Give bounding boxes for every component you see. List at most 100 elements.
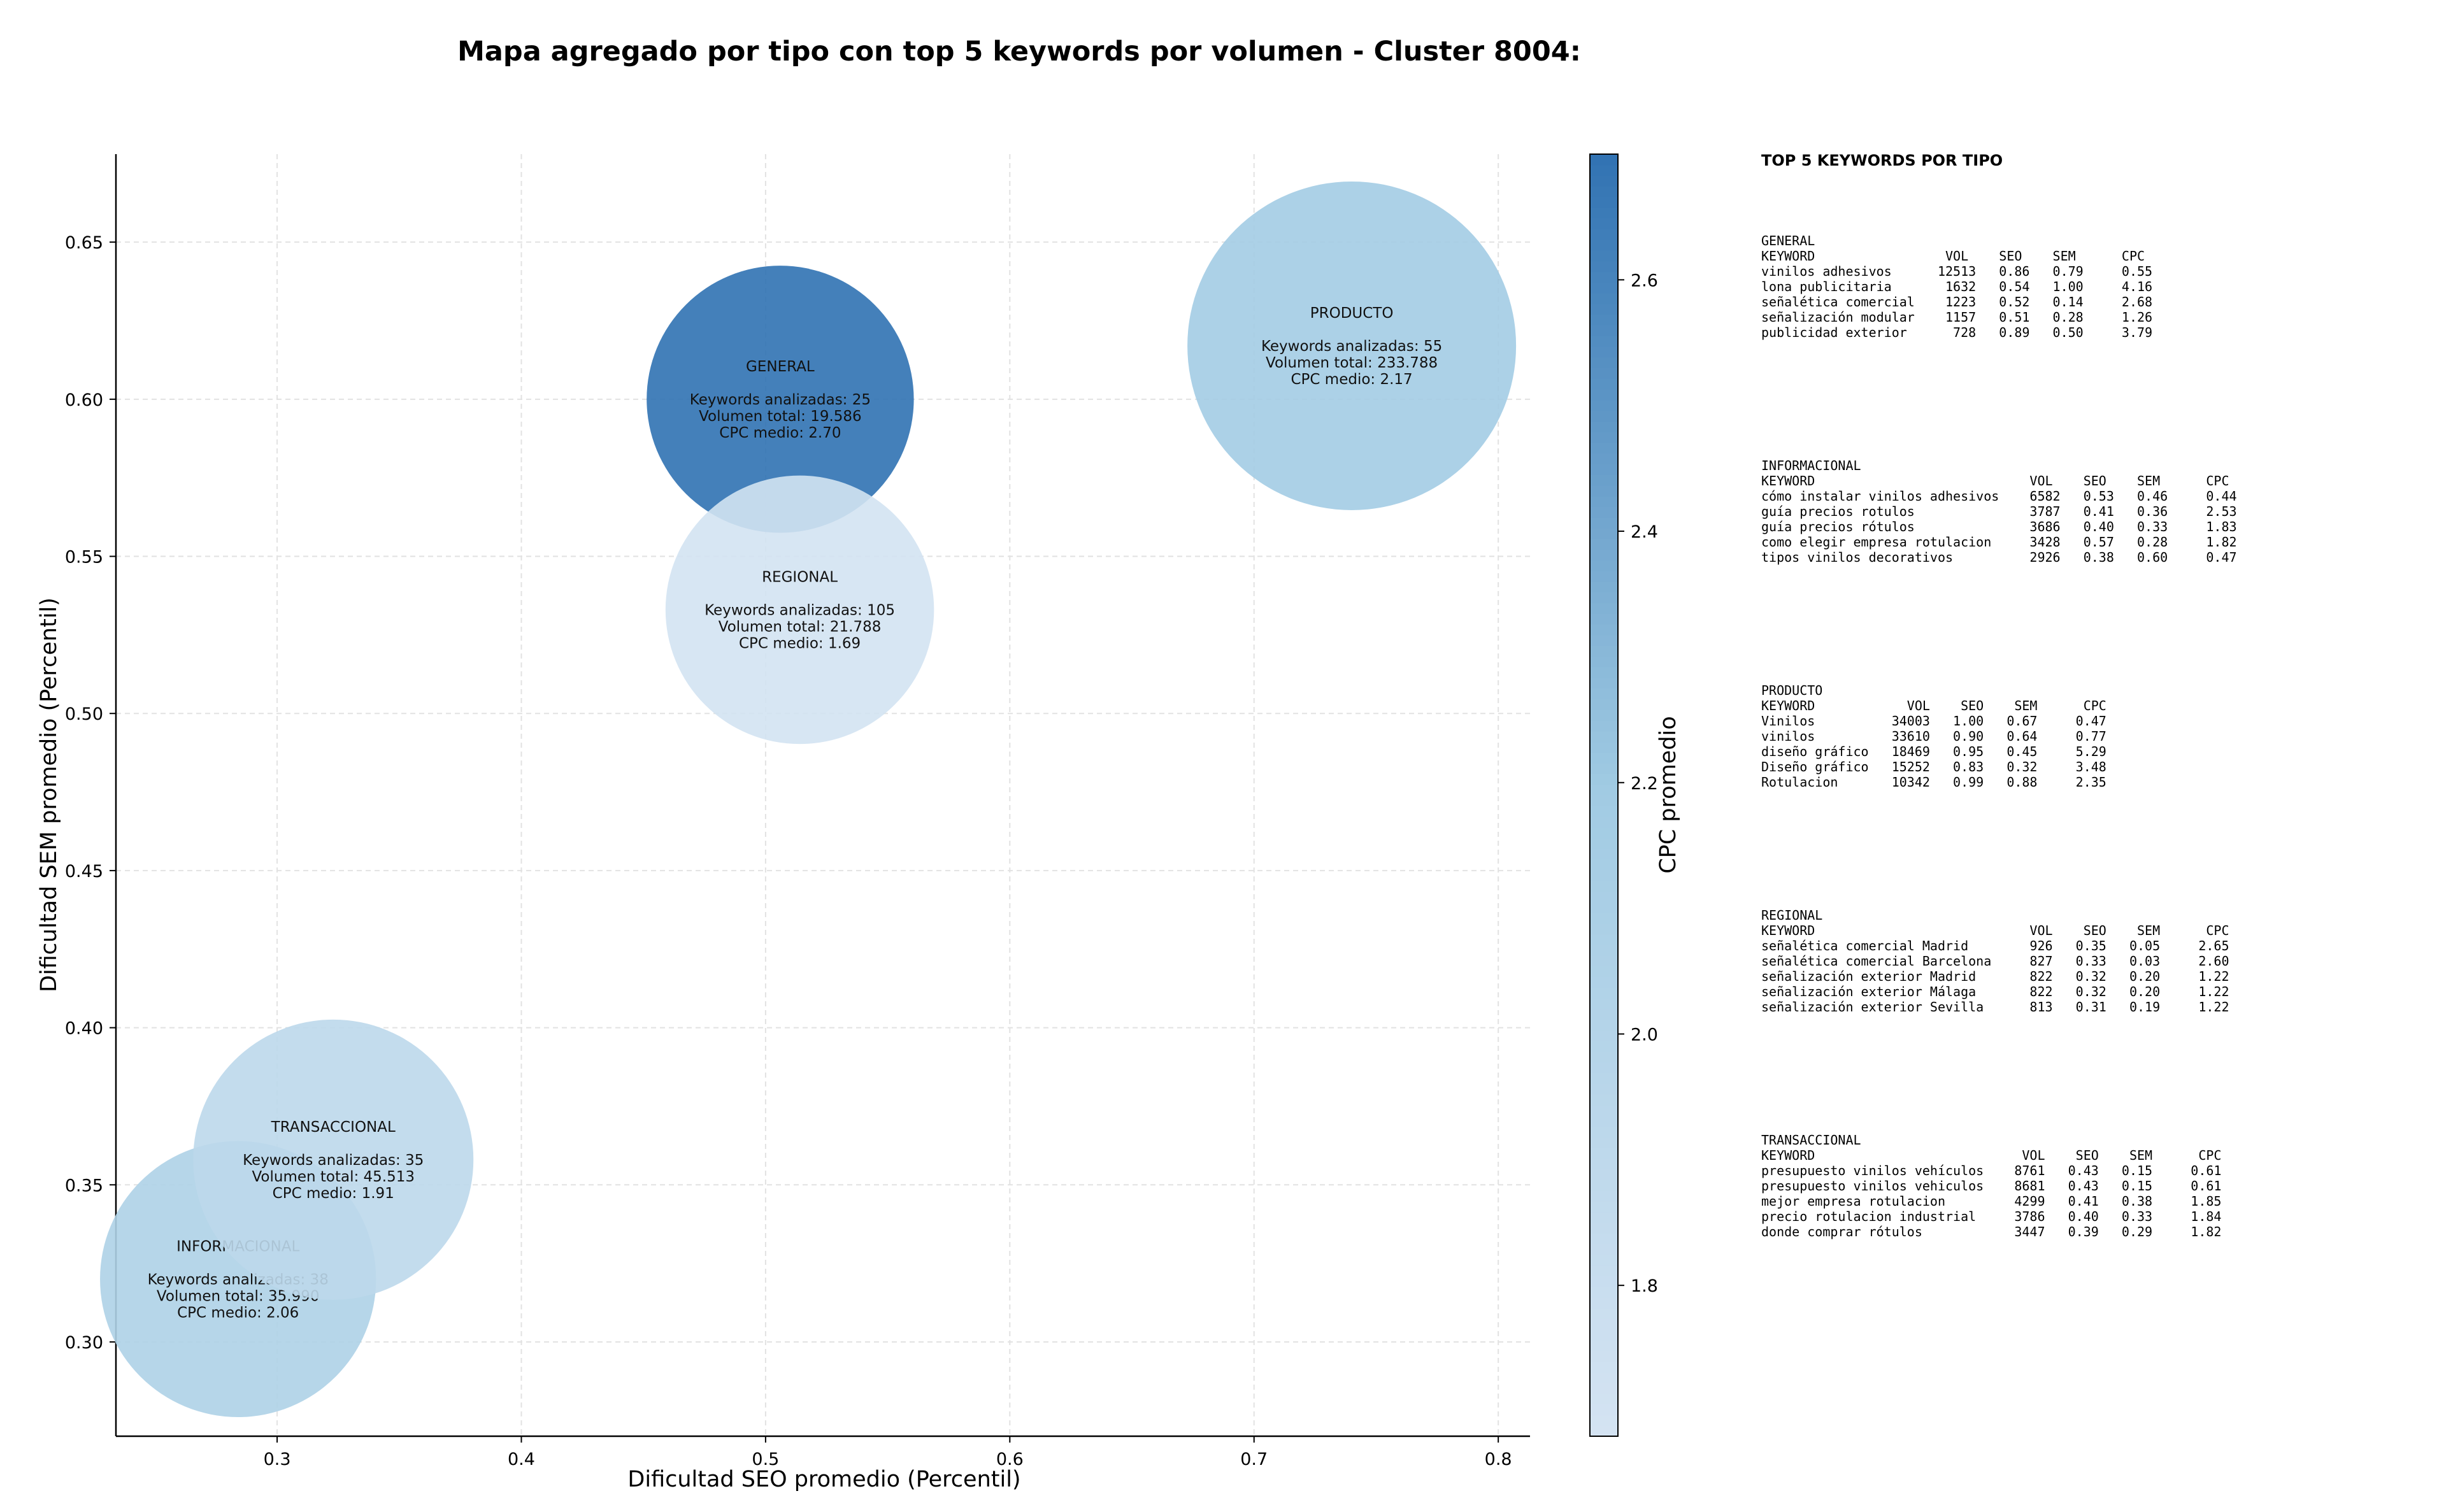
- colorbar-segment: [1590, 336, 1618, 347]
- bubble-label-line: CPC medio: 2.70: [719, 425, 841, 441]
- y-tick-label: 0.30: [65, 1333, 103, 1353]
- colorbar-segment: [1590, 806, 1618, 817]
- colorbar-segment: [1590, 496, 1618, 508]
- bubble-circle-transaccional: [193, 1019, 474, 1300]
- colorbar-segment: [1590, 945, 1618, 956]
- y-axis-label: Dificultad SEM promedio (Percentil): [36, 597, 62, 992]
- colorbar-segment: [1590, 325, 1618, 336]
- bubble-label-line: REGIONAL: [762, 569, 838, 585]
- colorbar-segment: [1590, 1062, 1618, 1074]
- bubble-label-line: TRANSACCIONAL: [271, 1119, 396, 1136]
- colorbar-segment: [1590, 229, 1618, 240]
- y-tick-label: 0.45: [65, 862, 103, 881]
- colorbar-segment: [1590, 1383, 1618, 1394]
- keyword-block-regional: REGIONAL KEYWORD VOL SEO SEM CPC señalét…: [1761, 908, 2430, 1132]
- colorbar-segment: [1590, 1415, 1618, 1426]
- colorbar-segment: [1590, 389, 1618, 401]
- colorbar-segment: [1590, 1254, 1618, 1266]
- colorbar-segment: [1590, 624, 1618, 636]
- colorbar-segment: [1590, 260, 1618, 273]
- bubble-circle-general: [647, 266, 914, 533]
- colorbar-segment: [1590, 1180, 1618, 1191]
- colorbar-segment: [1590, 634, 1618, 646]
- keyword-table-general: GENERAL KEYWORD VOL SEO SEM CPC vinilos …: [1761, 233, 2153, 340]
- x-tick-label: 0.3: [264, 1450, 291, 1469]
- colorbar-segment: [1590, 1393, 1618, 1405]
- colorbar-segment: [1590, 1158, 1618, 1170]
- colorbar-segment: [1590, 410, 1618, 422]
- colorbar-segment: [1590, 955, 1618, 967]
- colorbar-segment: [1590, 1340, 1618, 1352]
- colorbar-segment: [1590, 1041, 1618, 1052]
- colorbar-segment: [1590, 1137, 1618, 1148]
- colorbar-segment: [1590, 175, 1618, 187]
- colorbar-segment: [1590, 239, 1618, 251]
- bubble-label-line: Volumen total: 45.513: [252, 1169, 415, 1185]
- y-tick-label: 0.35: [65, 1176, 103, 1195]
- colorbar-segment: [1590, 784, 1618, 796]
- colorbar-segment: [1590, 314, 1618, 325]
- colorbar-segment: [1590, 581, 1618, 593]
- x-tick-label: 0.8: [1485, 1450, 1512, 1469]
- colorbar-segment: [1590, 880, 1618, 892]
- colorbar-segment: [1590, 442, 1618, 454]
- colorbar-segment: [1590, 303, 1618, 315]
- y-tick-label: 0.60: [65, 390, 103, 410]
- colorbar-frame: [1589, 153, 1619, 1437]
- x-tick-label: 0.6: [996, 1450, 1024, 1469]
- colorbar-segment: [1590, 817, 1618, 828]
- colorbar-segment: [1590, 1404, 1618, 1416]
- colorbar-segment: [1590, 1030, 1618, 1041]
- colorbar: 1.8 2.0 2.2 2.4 2.6: [1589, 153, 1658, 1437]
- colorbar-segment: [1590, 1308, 1618, 1320]
- colorbar-segment: [1590, 378, 1618, 390]
- colorbar-segment: [1590, 474, 1618, 486]
- colorbar-segment: [1590, 549, 1618, 561]
- colorbar-segment: [1590, 1126, 1618, 1138]
- colorbar-segment: [1590, 923, 1618, 935]
- colorbar-segment: [1590, 517, 1618, 529]
- y-tick-label: 0.40: [65, 1019, 103, 1039]
- keyword-block-producto: PRODUCTO KEYWORD VOL SEO SEM CPC Vinilos…: [1761, 683, 2430, 908]
- colorbar-segment: [1590, 1425, 1618, 1437]
- colorbar-segment: [1590, 197, 1618, 208]
- colorbar-segment: [1590, 795, 1618, 806]
- colorbar-segment: [1590, 1244, 1618, 1255]
- colorbar-segment: [1590, 720, 1618, 732]
- colorbar-segment: [1590, 1094, 1618, 1106]
- colorbar-segment: [1590, 1287, 1618, 1298]
- colorbar-segment: [1590, 1329, 1618, 1341]
- y-tick-label: 0.50: [65, 704, 103, 724]
- colorbar-segment: [1590, 976, 1618, 988]
- colorbar-segment: [1590, 186, 1618, 197]
- colorbar-segment: [1590, 464, 1618, 475]
- colorbar-segment: [1590, 987, 1618, 999]
- colorbar-segment: [1590, 207, 1618, 219]
- bubble-circle-regional: [665, 475, 934, 745]
- bubble-label-line: CPC medio: 1.91: [273, 1185, 394, 1202]
- colorbar-label: CPC promedio: [1656, 716, 1681, 873]
- bubble-label-line: Volumen total: 21.788: [719, 618, 882, 635]
- colorbar-segment: [1590, 346, 1618, 358]
- colorbar-segment: [1590, 891, 1618, 902]
- colorbar-segment: [1590, 271, 1618, 283]
- colorbar-segment: [1590, 1211, 1618, 1223]
- keyword-table-producto: PRODUCTO KEYWORD VOL SEO SEM CPC Vinilos…: [1761, 683, 2106, 790]
- x-tick-label: 0.4: [508, 1450, 535, 1469]
- colorbar-segment: [1590, 432, 1618, 443]
- colorbar-segment: [1590, 1201, 1618, 1213]
- bubble-label-line: CPC medio: 2.17: [1291, 371, 1413, 388]
- colorbar-segment: [1590, 913, 1618, 924]
- colorbar-segment: [1590, 218, 1618, 230]
- colorbar-segment: [1590, 1052, 1618, 1063]
- colorbar-segment: [1590, 667, 1618, 678]
- chart-title: Mapa agregado por tipo con top 5 keyword…: [457, 36, 1581, 68]
- colorbar-segment: [1590, 731, 1618, 743]
- colorbar-segment: [1590, 1297, 1618, 1309]
- colorbar-segment: [1590, 357, 1618, 369]
- colorbar-segment: [1590, 1265, 1618, 1276]
- colorbar-segment: [1590, 1148, 1618, 1159]
